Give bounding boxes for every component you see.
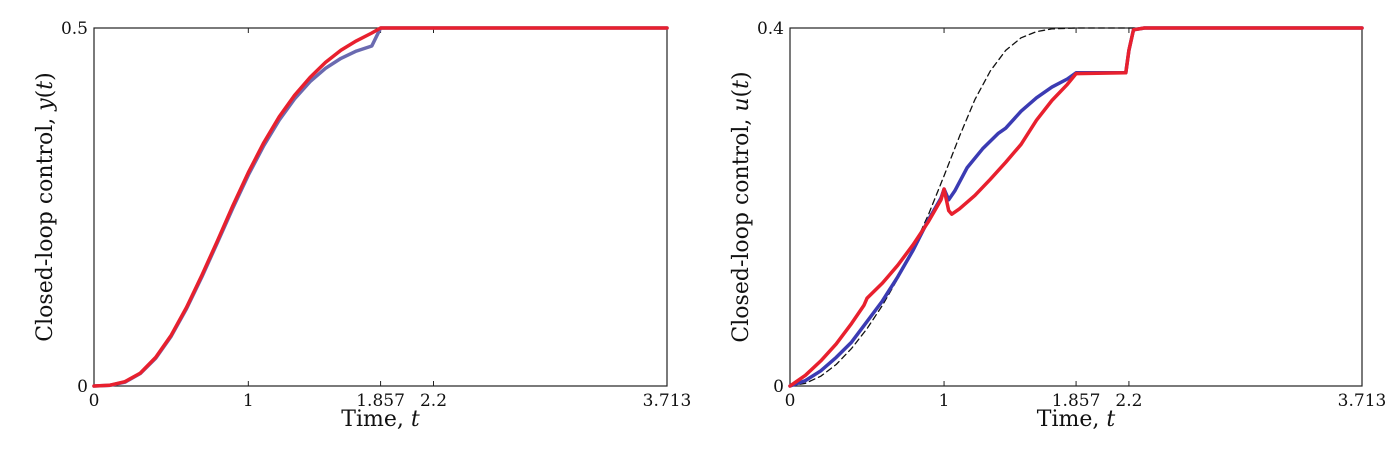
- x-tick-label: 0: [785, 391, 796, 411]
- series-line-2: [788, 26, 1364, 388]
- series-line-0: [92, 26, 669, 388]
- chart-left: 0 1 1.857 2.2 3.713 0 0.5 Time, t Closed-loop co…: [33, 19, 691, 432]
- x-tick-label: 1: [243, 391, 254, 411]
- chart-right: 0 1 1.857 2.2 3.713 0 0.4 Time, t Closed-loop co…: [729, 19, 1386, 432]
- x-tick-label: 0: [89, 391, 100, 411]
- x-tick-label: 1.857: [1052, 391, 1101, 411]
- x-tick-label: 1.857: [356, 391, 405, 411]
- x-axis-label: Time, t: [1037, 407, 1116, 432]
- y-tick-label: 0.4: [757, 19, 784, 39]
- x-axis-label: Time, t: [341, 407, 420, 432]
- y-axis-label: Closed-loop control, u(t): [729, 71, 754, 342]
- x-tick-label: 2.2: [1115, 391, 1142, 411]
- plot-frame: [789, 27, 1363, 387]
- y-tick-label: 0: [77, 377, 88, 397]
- y-tick-label: 0.5: [61, 19, 88, 39]
- x-tick-label: 1: [939, 391, 950, 411]
- plot-frame: [93, 27, 668, 387]
- x-tick-label: 3.713: [1338, 391, 1387, 411]
- x-tick-label: 2.2: [420, 391, 447, 411]
- y-tick-label: 0: [773, 377, 784, 397]
- series-line-1: [92, 26, 669, 388]
- series-line-0: [789, 27, 1363, 387]
- x-tick-label: 3.713: [643, 391, 692, 411]
- y-axis-label: Closed-loop control, y(t): [33, 72, 58, 341]
- series-line-1: [788, 26, 1364, 388]
